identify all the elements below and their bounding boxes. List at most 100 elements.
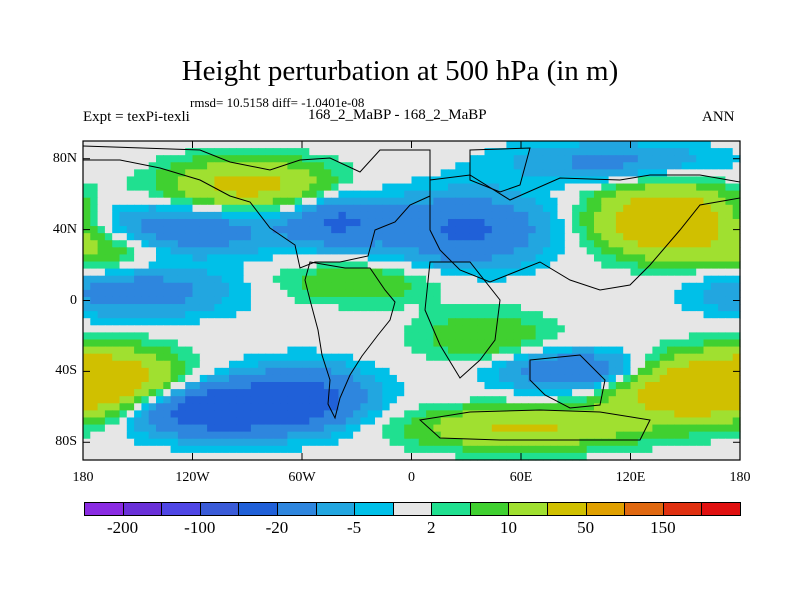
heatmap-cell (667, 254, 675, 263)
heatmap-cell (601, 155, 610, 163)
heatmap-cell (83, 176, 91, 185)
heatmap-cell (353, 339, 361, 348)
heatmap-cell (484, 403, 493, 411)
heatmap-cell (338, 148, 347, 156)
heatmap-cell (287, 417, 296, 426)
heatmap-cell (375, 325, 383, 333)
heatmap-cell (141, 141, 150, 149)
heatmap-cell (389, 389, 398, 397)
heatmap-cell (594, 346, 602, 355)
heatmap-cell (90, 148, 99, 156)
heatmap-cell (652, 360, 661, 369)
heatmap-cell (134, 382, 142, 390)
heatmap-cell (396, 374, 405, 383)
heatmap-cell (601, 261, 610, 270)
heatmap-cell (185, 304, 194, 312)
heatmap-cell (477, 445, 486, 454)
heatmap-cell (90, 374, 99, 383)
heatmap-cell (214, 339, 223, 348)
heatmap-cell (440, 197, 449, 206)
heatmap-cell (214, 247, 223, 256)
heatmap-cell (572, 162, 580, 170)
heatmap-cell (258, 204, 267, 213)
heatmap-cell (469, 268, 478, 277)
heatmap-cell (258, 254, 267, 263)
heatmap-cell (353, 389, 361, 397)
heatmap-cell (163, 240, 172, 248)
heatmap-cell (112, 339, 121, 348)
heatmap-cell (199, 197, 208, 206)
heatmap-cell (243, 332, 252, 341)
heatmap-cell (287, 183, 296, 192)
heatmap-cell (221, 141, 230, 149)
heatmap-cell (126, 289, 135, 298)
heatmap-cell (696, 325, 705, 333)
heatmap-cell (652, 268, 661, 277)
heatmap-cell (659, 162, 668, 170)
heatmap-cell (674, 438, 683, 447)
heatmap-cell (491, 254, 500, 263)
heatmap-cell (258, 190, 267, 199)
heatmap-cell (141, 403, 150, 411)
heatmap-cell (535, 226, 544, 234)
heatmap-cell (623, 389, 632, 397)
heatmap-cell (623, 325, 632, 333)
heatmap-cell (477, 218, 486, 227)
heatmap-cell (608, 240, 617, 248)
heatmap-cell (148, 254, 157, 263)
heatmap-cell (586, 410, 595, 419)
heatmap-cell (309, 275, 318, 284)
heatmap-cell (623, 438, 632, 447)
heatmap-cell (221, 417, 230, 426)
heatmap-cell (272, 233, 281, 241)
heatmap-cell (630, 318, 639, 326)
heatmap-cell (207, 445, 215, 454)
heatmap-cell (448, 367, 456, 376)
heatmap-cell (280, 240, 288, 248)
heatmap-cell (645, 226, 653, 234)
y-tick-label: 80N (52, 150, 77, 166)
heatmap-cell (455, 445, 464, 454)
heatmap-cell (83, 240, 91, 248)
heatmap-cell (411, 268, 420, 277)
heatmap-cell (506, 176, 515, 185)
heatmap-cell (696, 204, 705, 213)
heatmap-cell (375, 282, 383, 291)
heatmap-cell (141, 346, 150, 355)
heatmap-cell (667, 304, 675, 312)
heatmap-cell (192, 162, 201, 170)
heatmap-cell (185, 424, 194, 433)
heatmap-cell (542, 233, 551, 241)
heatmap-cell (586, 382, 595, 390)
heatmap-cell (637, 367, 646, 376)
heatmap-cell (258, 289, 267, 298)
heatmap-cell (572, 346, 580, 355)
heatmap-cell (199, 311, 208, 319)
heatmap-cell (462, 211, 471, 220)
heatmap-cell (710, 211, 719, 220)
heatmap-cell (637, 339, 646, 348)
heatmap-cell (280, 438, 288, 447)
heatmap-cell (710, 452, 719, 461)
heatmap-cell (382, 438, 391, 447)
heatmap-cell (236, 424, 245, 433)
heatmap-cell (309, 254, 318, 263)
heatmap-cell (448, 296, 456, 305)
heatmap-cell (148, 431, 157, 440)
heatmap-cell (484, 176, 493, 185)
heatmap-cell (331, 282, 340, 291)
heatmap-cell (710, 190, 719, 199)
heatmap-cell (418, 382, 427, 390)
heatmap-cell (258, 176, 267, 185)
heatmap-cell (302, 382, 310, 390)
heatmap-cell (294, 148, 303, 156)
heatmap-cell (718, 374, 726, 383)
heatmap-cell (192, 445, 201, 454)
heatmap-cell (97, 155, 106, 163)
heatmap-cell (411, 176, 420, 185)
heatmap-cell (506, 332, 515, 341)
heatmap-cell (542, 155, 551, 163)
heatmap-cell (528, 424, 537, 433)
heatmap-cell (389, 332, 398, 341)
heatmap-cell (192, 155, 201, 163)
